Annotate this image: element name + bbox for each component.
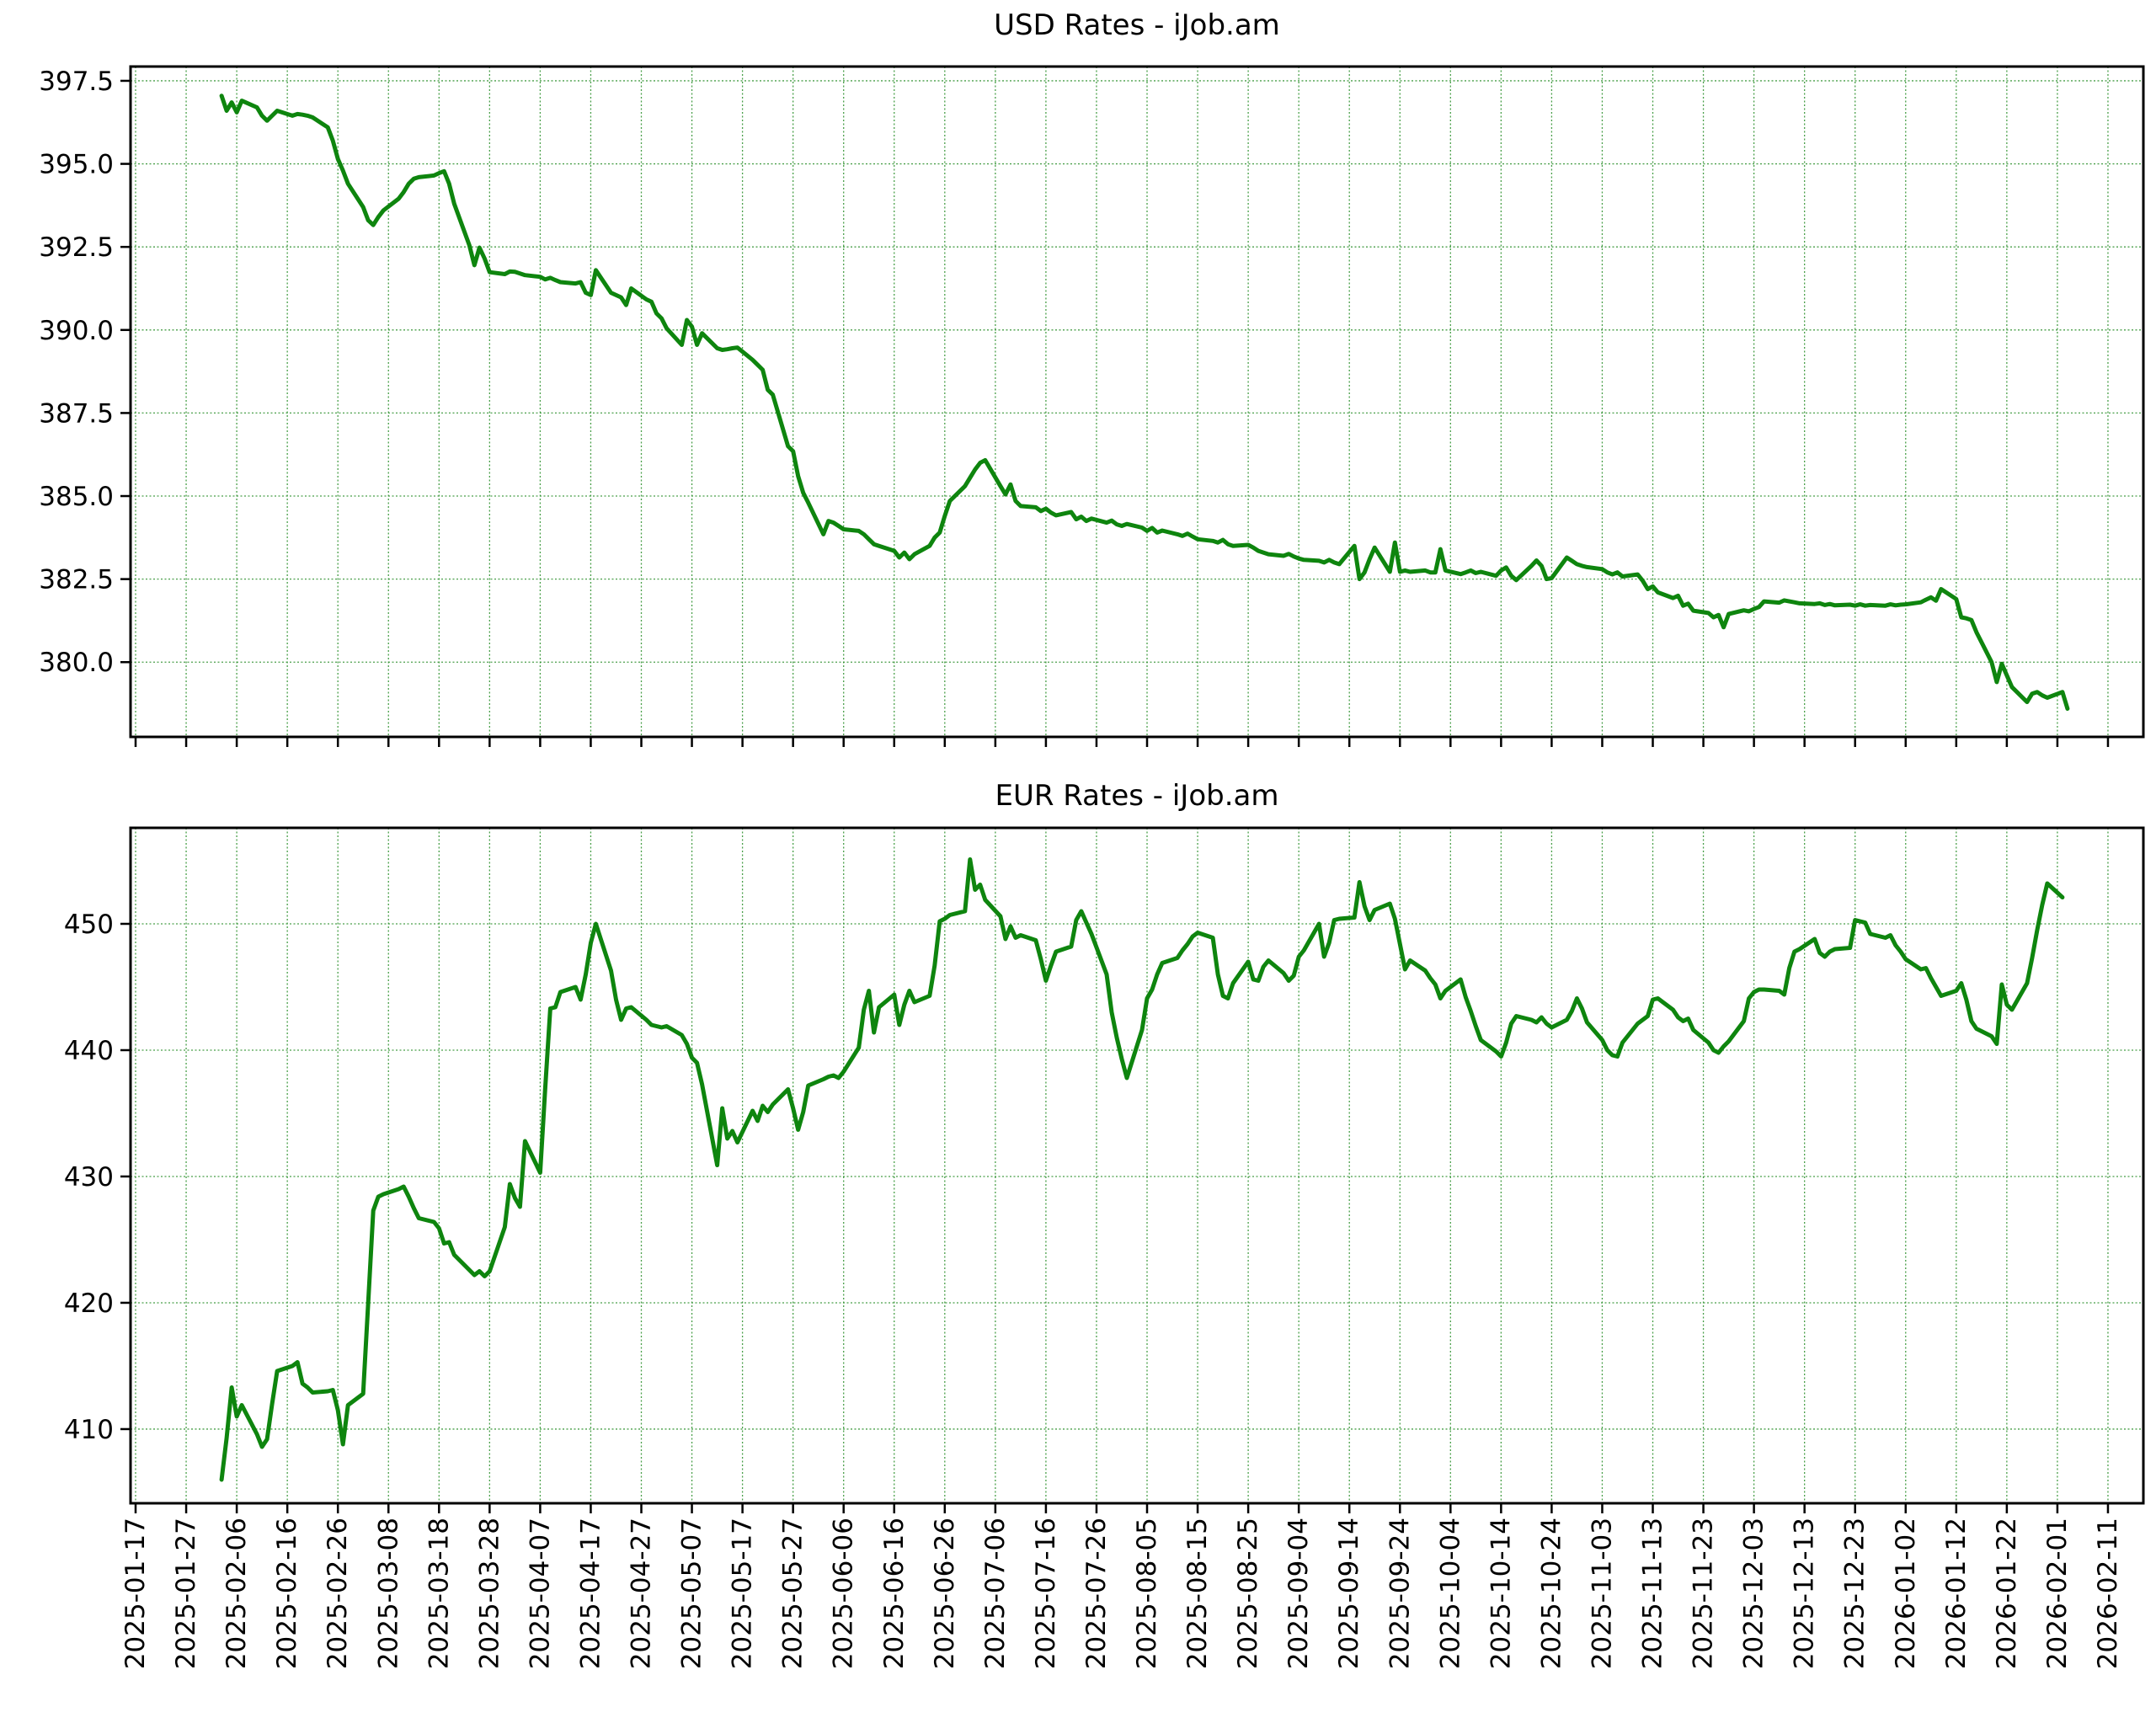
- x-tick-label: 2025-08-25: [1233, 1518, 1263, 1669]
- y-tick-label: 430: [64, 1162, 114, 1192]
- x-axis-tick-labels: 2025-01-17 2025-01-27 2025-02-06 2025-02-16…: [120, 1518, 2123, 1669]
- rate-line-eur: [219, 857, 2065, 1482]
- x-tick-label: 2025-01-17: [120, 1518, 151, 1669]
- x-tick-label: 2025-07-16: [1031, 1518, 1061, 1669]
- eur-line-chart: 450 440 430 420 410: [64, 826, 2145, 1513]
- x-tick-label: 2025-12-23: [1840, 1518, 1870, 1669]
- x-tick-label: 2025-12-03: [1739, 1518, 1769, 1669]
- x-tick-label: 2025-04-17: [576, 1518, 606, 1669]
- x-tick-label: 2025-10-14: [1486, 1518, 1516, 1669]
- x-tick-label: 2025-11-13: [1638, 1518, 1668, 1669]
- x-tick-label: 2025-06-16: [879, 1518, 910, 1669]
- x-tick-label: 2025-02-26: [323, 1518, 353, 1669]
- y-tick-label: 397.5: [39, 67, 114, 97]
- y-tick-label: 440: [64, 1036, 114, 1066]
- x-tick-label: 2025-02-06: [221, 1518, 252, 1669]
- x-tick-label: 2025-11-03: [1588, 1518, 1618, 1669]
- x-tick-label: 2026-01-12: [1941, 1518, 1972, 1669]
- x-tick-label: 2025-09-04: [1283, 1518, 1314, 1669]
- y-tick-label: 390.0: [39, 316, 114, 346]
- x-tick-label: 2025-04-27: [627, 1518, 657, 1669]
- x-tick-label: 2026-01-02: [1891, 1518, 1921, 1669]
- x-tick-label: 2025-08-05: [1132, 1518, 1162, 1669]
- x-tick-label: 2025-06-06: [829, 1518, 859, 1669]
- x-tick-label: 2025-02-16: [272, 1518, 302, 1669]
- x-tick-label: 2025-10-24: [1536, 1518, 1566, 1669]
- x-tick-label: 2026-02-01: [2042, 1518, 2073, 1669]
- x-tick-label: 2025-07-06: [980, 1518, 1011, 1669]
- plot-border: [129, 65, 2145, 739]
- x-tick-label: 2025-05-07: [677, 1518, 707, 1669]
- plot-border: [129, 826, 2145, 1505]
- y-tick-label: 385.0: [39, 482, 114, 512]
- x-tick-label: 2025-04-07: [525, 1518, 555, 1669]
- x-tick-label: 2025-03-28: [474, 1518, 504, 1669]
- x-tick-label: 2025-08-15: [1182, 1518, 1213, 1669]
- x-tick-label: 2025-03-18: [424, 1518, 454, 1669]
- x-tick-label: 2025-11-23: [1689, 1518, 1719, 1669]
- y-tick-label: 392.5: [39, 232, 114, 263]
- y-tick-label: 410: [64, 1415, 114, 1445]
- y-tick-label: 395.0: [39, 150, 114, 180]
- y-tick-label: 382.5: [39, 565, 114, 595]
- rate-line-usd: [219, 93, 2070, 711]
- x-tick-label: 2025-10-04: [1435, 1518, 1465, 1669]
- x-tick-label: 2025-09-14: [1334, 1518, 1364, 1669]
- x-tick-label: 2025-06-26: [930, 1518, 960, 1669]
- x-tick-label: 2026-01-22: [1992, 1518, 2022, 1669]
- y-tick-label: 380.0: [39, 648, 114, 678]
- x-tick-label: 2025-05-27: [778, 1518, 808, 1669]
- x-tick-label: 2026-02-11: [2093, 1518, 2123, 1669]
- y-tick-label: 420: [64, 1288, 114, 1319]
- x-tick-label: 2025-05-17: [728, 1518, 758, 1669]
- x-tick-label: 2025-09-24: [1385, 1518, 1415, 1669]
- y-tick-label: 450: [64, 910, 114, 940]
- y-tick-label: 387.5: [39, 398, 114, 429]
- x-tick-label: 2025-07-26: [1081, 1518, 1112, 1669]
- eur-chart-title: EUR Rates - iJob.am: [995, 779, 1279, 813]
- x-tick-label: 2025-03-08: [373, 1518, 403, 1669]
- x-tick-label: 2025-12-13: [1790, 1518, 1820, 1669]
- usd-chart-title: USD Rates - iJob.am: [994, 8, 1280, 42]
- usd-line-chart: 397.5 395.0 392.5 390.0 387.5 385.0 382.5 380.0: [39, 65, 2145, 747]
- x-tick-label: 2025-01-27: [171, 1518, 201, 1669]
